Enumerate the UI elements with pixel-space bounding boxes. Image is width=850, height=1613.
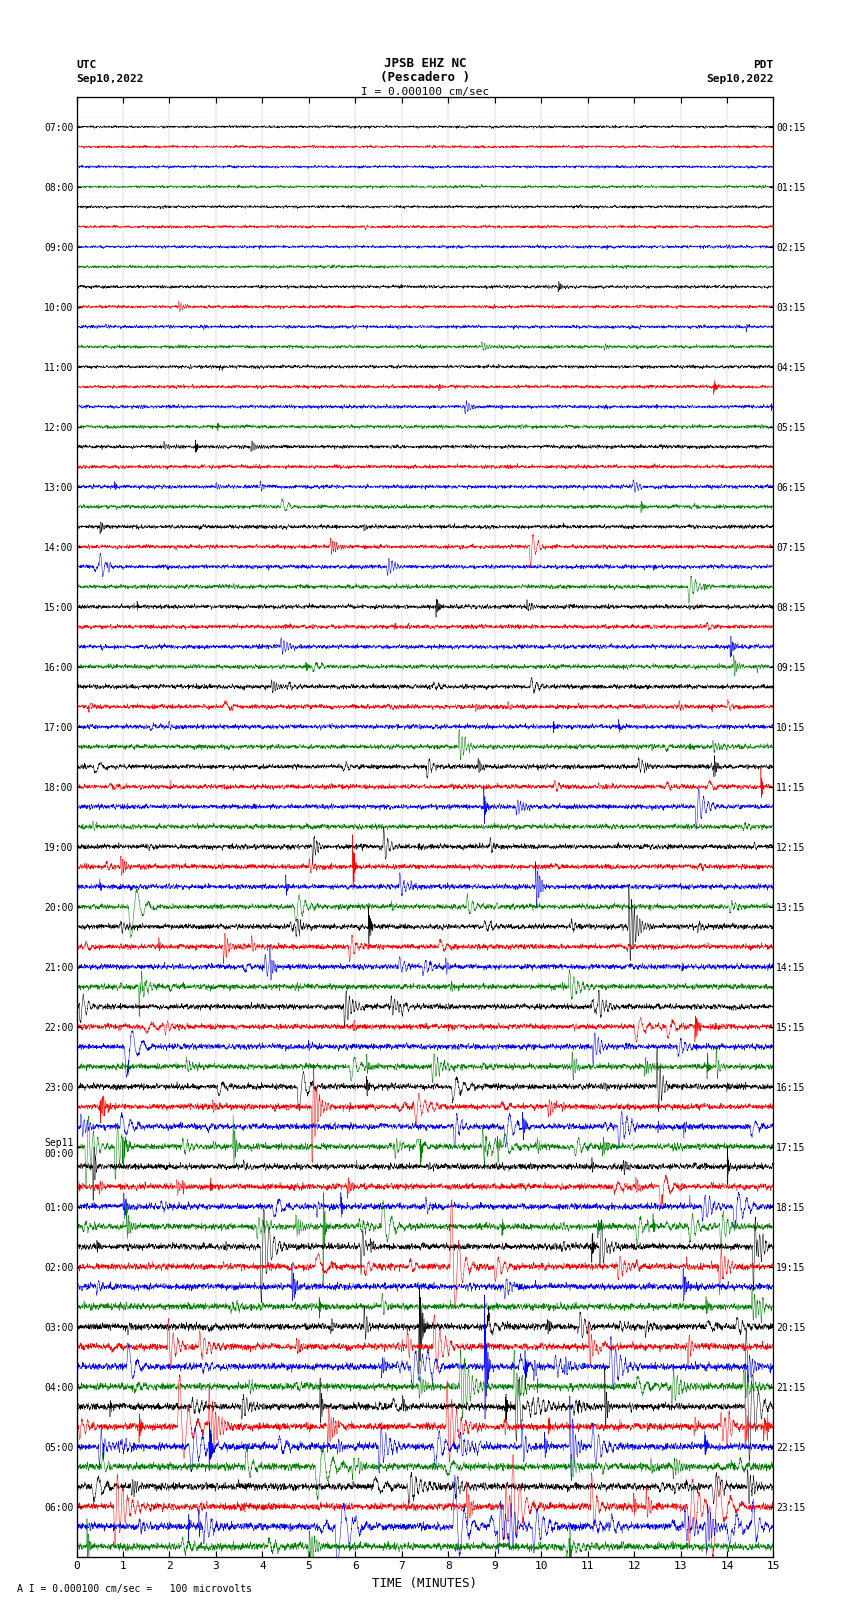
- Text: PDT: PDT: [753, 60, 774, 71]
- Text: Sep10,2022: Sep10,2022: [76, 74, 144, 84]
- Text: UTC: UTC: [76, 60, 97, 71]
- Text: A I = 0.000100 cm/sec =   100 microvolts: A I = 0.000100 cm/sec = 100 microvolts: [17, 1584, 252, 1594]
- Text: (Pescadero ): (Pescadero ): [380, 71, 470, 84]
- Text: Sep10,2022: Sep10,2022: [706, 74, 774, 84]
- Text: JPSB EHZ NC: JPSB EHZ NC: [383, 56, 467, 71]
- Text: I = 0.000100 cm/sec: I = 0.000100 cm/sec: [361, 87, 489, 97]
- X-axis label: TIME (MINUTES): TIME (MINUTES): [372, 1578, 478, 1590]
